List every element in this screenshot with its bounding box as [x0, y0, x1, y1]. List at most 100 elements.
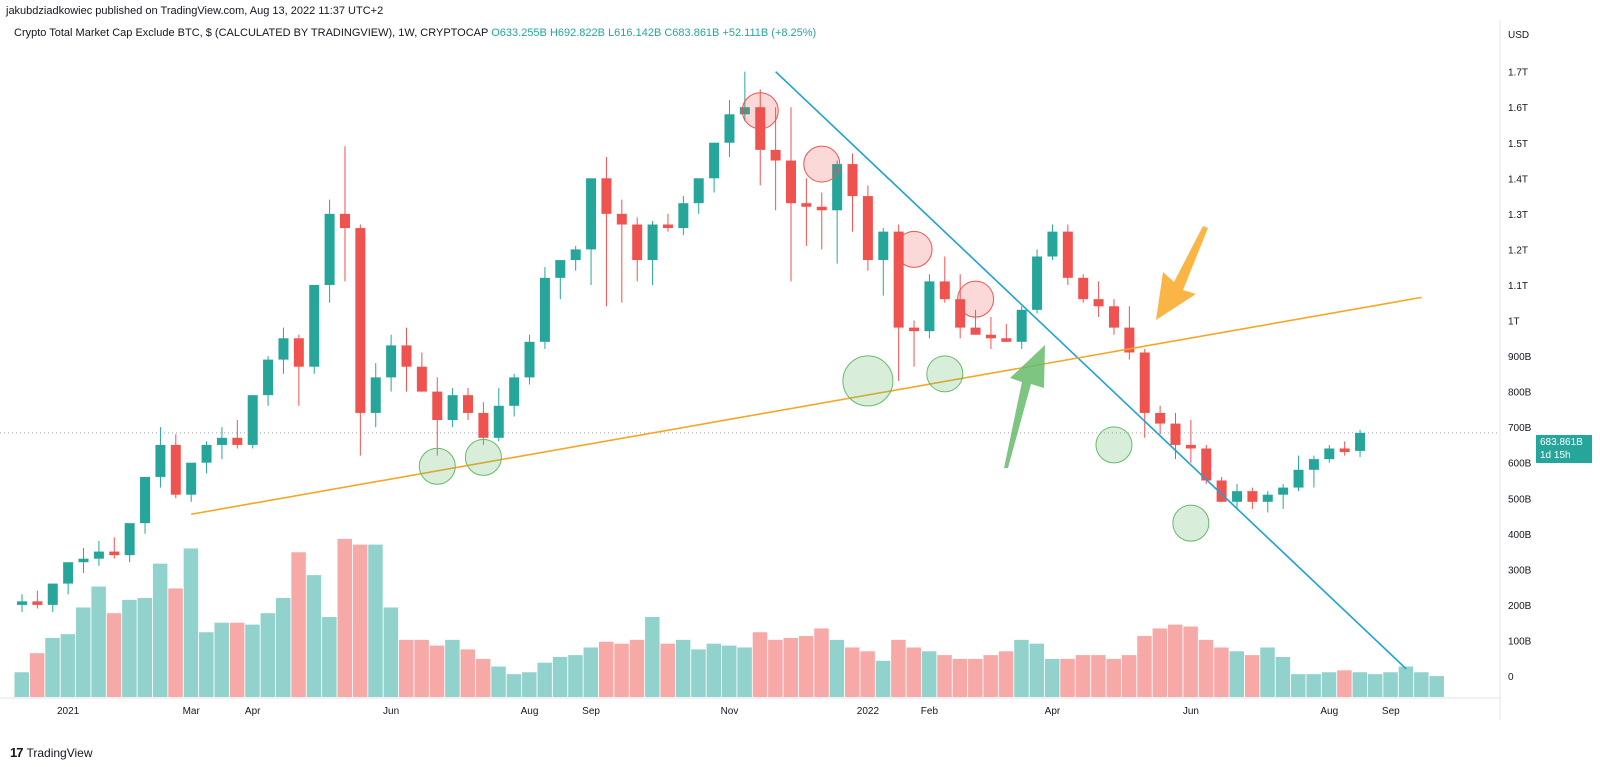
candle-body — [1108, 306, 1119, 328]
drawings — [191, 71, 1422, 670]
y-tick-label: 400B — [1508, 530, 1532, 541]
candle-body — [1078, 277, 1089, 300]
y-tick-label: 800B — [1508, 388, 1532, 399]
volume-bar — [1229, 651, 1245, 697]
candle-body — [509, 377, 520, 406]
candle-body — [1355, 432, 1366, 451]
candle-body — [324, 213, 335, 285]
volume-bar — [291, 552, 306, 697]
candle-body — [1001, 338, 1012, 342]
tradingview-logo-icon[interactable]: 17 — [10, 745, 24, 760]
candle-body — [1262, 494, 1273, 502]
candle-body — [355, 228, 366, 413]
candle-body — [78, 558, 89, 563]
y-tick-label: 1.6T — [1508, 103, 1528, 114]
x-tick-label: Aug — [521, 706, 539, 717]
volume-bar — [568, 655, 583, 697]
candle-body — [1216, 480, 1227, 502]
volume-bar — [229, 622, 245, 697]
volume-bar — [1029, 643, 1045, 697]
volume-bar — [1137, 636, 1152, 697]
x-tick-label: Jun — [1183, 706, 1199, 717]
volume-bar — [1352, 672, 1368, 697]
y-tick-label: 1.7T — [1508, 68, 1528, 79]
candle-body — [32, 601, 43, 605]
volume-bar — [1260, 647, 1275, 697]
candle-body — [1062, 231, 1073, 278]
x-tick-label: Sep — [1382, 706, 1400, 717]
volume-bar — [1291, 674, 1306, 697]
volume-bar — [1214, 647, 1229, 697]
candle-body — [832, 164, 843, 211]
candle-body — [893, 231, 904, 328]
y-tick-label: 200B — [1508, 601, 1532, 612]
volume-bar — [1306, 674, 1321, 697]
candle-body — [47, 583, 58, 605]
candle-body — [432, 391, 443, 421]
y-tick-label: 100B — [1508, 636, 1532, 647]
candle-body — [401, 345, 412, 367]
volume-bar — [337, 538, 352, 697]
volume-bar — [1044, 658, 1060, 697]
candle-body — [709, 142, 720, 179]
volume-bar — [952, 658, 968, 697]
candle-body — [1047, 231, 1058, 257]
candle-body — [678, 203, 689, 229]
y-tick-label: 1T — [1508, 317, 1520, 328]
y-tick-label: 500B — [1508, 494, 1532, 505]
volume-bar — [1321, 672, 1337, 697]
candle-body — [1124, 327, 1135, 353]
volume-bar — [629, 639, 645, 697]
volume-bar — [1121, 655, 1137, 697]
support-touch-marker — [842, 355, 894, 407]
candle-body — [632, 224, 643, 261]
volume-bar — [783, 637, 798, 697]
ohlc-change: +52.111B (+8.25%) — [722, 27, 817, 39]
candle-body — [140, 476, 151, 524]
candle-body — [847, 164, 858, 197]
x-tick-label: 2022 — [857, 706, 880, 717]
candle-body — [247, 395, 258, 445]
candle-body — [524, 341, 535, 378]
y-tick-label: 0 — [1508, 672, 1514, 683]
candle-body — [647, 224, 658, 261]
volume-bar — [614, 643, 629, 697]
x-tick-label: Nov — [721, 706, 739, 717]
candle-body — [1185, 444, 1196, 449]
volume-bar — [45, 637, 60, 697]
volume-bar — [60, 634, 76, 697]
volume-bar — [475, 658, 491, 697]
volume-bar — [322, 617, 337, 697]
resistance-trendline — [775, 71, 1407, 670]
candle-body — [970, 327, 981, 335]
resistance-touch-marker — [741, 92, 779, 130]
candle-body — [309, 284, 320, 367]
volume-bar — [383, 607, 399, 697]
y-tick-label: 1.3T — [1508, 210, 1528, 221]
candle-body — [463, 395, 474, 413]
volume-bar — [1367, 674, 1383, 697]
volume-bar — [152, 563, 168, 697]
volume-bar — [875, 660, 891, 697]
candle-body — [170, 444, 181, 495]
volume-bar — [660, 643, 675, 697]
volume-bar — [691, 649, 706, 697]
candle-body — [278, 338, 289, 360]
volume-bar — [29, 653, 45, 697]
candle-body — [909, 327, 920, 332]
resistance-touch-marker — [957, 280, 995, 318]
candle-body — [1032, 256, 1043, 310]
candle-body — [1308, 459, 1319, 470]
volume-bar — [598, 641, 614, 697]
candle-body — [816, 206, 827, 211]
candle-body — [739, 107, 750, 115]
candle-body — [186, 462, 197, 495]
symbol-title[interactable]: Crypto Total Market Cap Exclude BTC, $ (… — [14, 27, 489, 39]
candle-body — [555, 260, 566, 278]
volume-bar — [675, 639, 691, 697]
publisher-info: jakubdziadkowiec published on TradingVie… — [6, 5, 384, 17]
support-touch-marker — [464, 438, 502, 476]
brand-label[interactable]: TradingView — [26, 745, 93, 760]
candle-body — [1324, 448, 1335, 460]
